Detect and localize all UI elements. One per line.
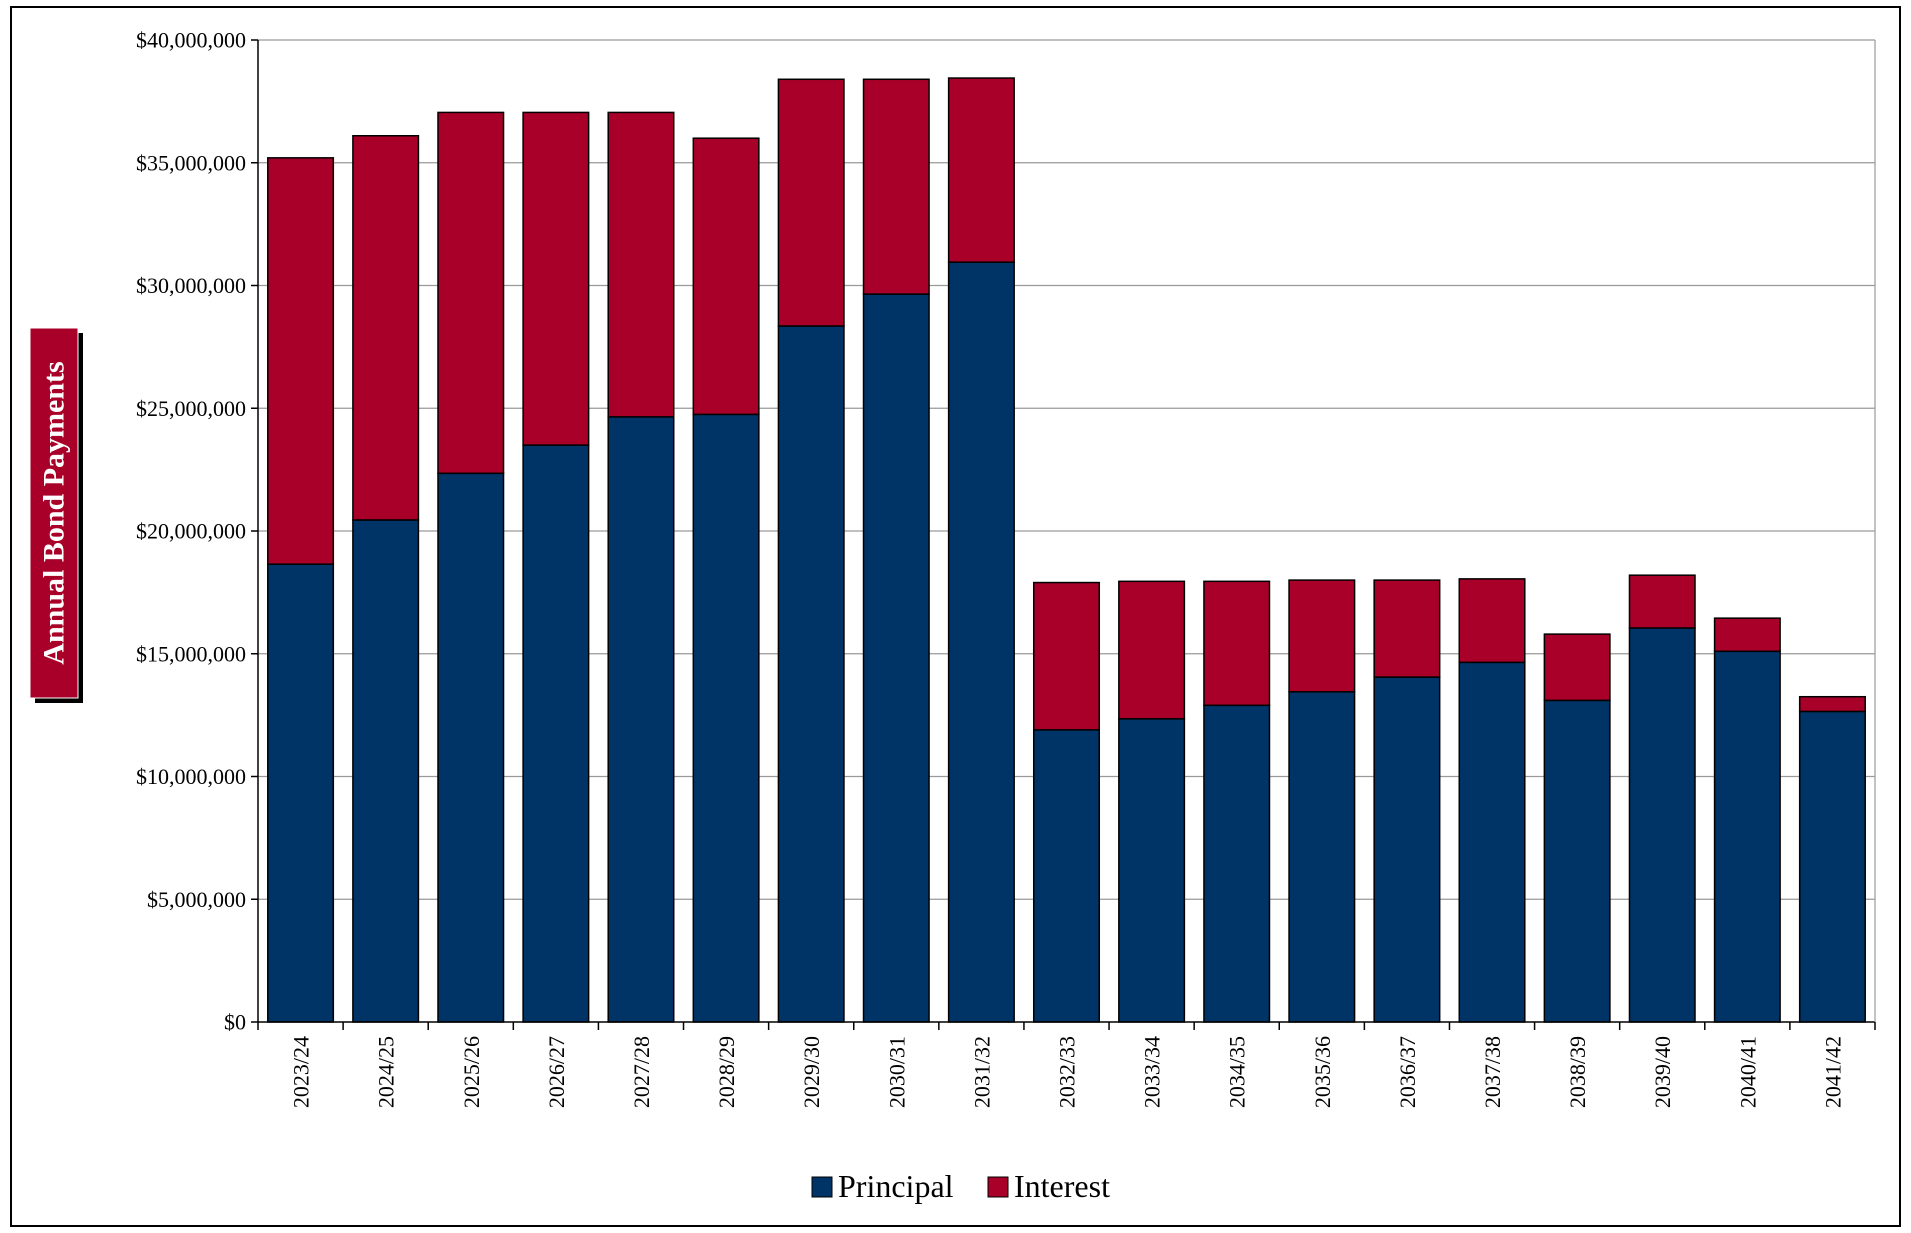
bar-principal bbox=[1798, 710, 1866, 1023]
legend-swatch-interest bbox=[987, 1176, 1009, 1198]
y-tick-label: $15,000,000 bbox=[136, 641, 246, 666]
x-tick-label: 2032/33 bbox=[1055, 1036, 1080, 1108]
bar-principal bbox=[1203, 704, 1271, 1023]
bar-principal bbox=[267, 563, 335, 1023]
axes bbox=[251, 39, 1876, 1030]
bar-interest bbox=[1798, 695, 1866, 713]
bar-principal bbox=[1288, 691, 1356, 1023]
legend-swatch-principal bbox=[811, 1176, 833, 1198]
legend-label-principal: Principal bbox=[838, 1168, 954, 1204]
y-tick-labels: $0 $5,000,000 $10,000,000 $15,000,000 $20,00… bbox=[136, 28, 246, 1035]
y-tick-label: $25,000,000 bbox=[136, 396, 246, 421]
bar-principal bbox=[607, 416, 675, 1023]
bar-interest bbox=[947, 77, 1015, 263]
bar-principal bbox=[1543, 699, 1611, 1023]
x-tick-label: 2031/32 bbox=[969, 1036, 994, 1108]
bar-interest bbox=[267, 157, 335, 565]
legend-label-interest: Interest bbox=[1014, 1168, 1110, 1204]
y-tick-label: $30,000,000 bbox=[136, 273, 246, 298]
y-tick-label: $10,000,000 bbox=[136, 764, 246, 789]
legend: Principal Interest bbox=[811, 1168, 1110, 1204]
bar-interest bbox=[1288, 579, 1356, 693]
bar-interest bbox=[1373, 579, 1441, 678]
bar-interest bbox=[1628, 574, 1696, 629]
bar-principal bbox=[692, 413, 760, 1023]
y-tick-label: $35,000,000 bbox=[136, 150, 246, 175]
y-axis-label-box: Annual Bond Payments bbox=[29, 327, 83, 703]
bar-interest bbox=[692, 137, 760, 416]
bar-interest bbox=[437, 111, 505, 475]
bar-interest bbox=[777, 78, 845, 327]
bar-principal bbox=[1628, 627, 1696, 1023]
y-axis-label-background bbox=[29, 327, 79, 699]
bar-principal bbox=[1458, 661, 1526, 1023]
bar-principal bbox=[1118, 718, 1186, 1023]
x-tick-label: 2039/40 bbox=[1650, 1036, 1675, 1108]
x-tick-labels: 2023/24 2024/25 2025/26 2026/27 2027/28 2028/… bbox=[289, 1036, 1846, 1108]
x-tick-label: 2040/41 bbox=[1735, 1036, 1760, 1108]
x-tick-label: 2036/37 bbox=[1395, 1036, 1420, 1108]
y-tick-label: $0 bbox=[224, 1010, 246, 1035]
x-tick-label: 2028/29 bbox=[714, 1036, 739, 1108]
x-tick-label: 2026/27 bbox=[544, 1036, 569, 1108]
y-tick-label: $40,000,000 bbox=[136, 28, 246, 53]
y-tick-label: $20,000,000 bbox=[136, 519, 246, 544]
x-tick-label: 2025/26 bbox=[459, 1036, 484, 1108]
x-tick-label: 2033/34 bbox=[1140, 1036, 1165, 1108]
bar-principal bbox=[437, 472, 505, 1023]
x-tick-label: 2023/24 bbox=[289, 1036, 314, 1108]
bar-principal bbox=[1373, 676, 1441, 1023]
bar-interest bbox=[1543, 633, 1611, 702]
bar-interest bbox=[522, 111, 590, 446]
bar-interest bbox=[862, 78, 930, 295]
x-tick-label: 2038/39 bbox=[1565, 1036, 1590, 1108]
bar-interest bbox=[352, 134, 420, 521]
bar-interest bbox=[1118, 580, 1186, 720]
x-tick-label: 2030/31 bbox=[884, 1036, 909, 1108]
y-axis-label: Annual Bond Payments bbox=[38, 361, 71, 664]
bar-interest bbox=[1458, 578, 1526, 664]
bar-principal bbox=[862, 293, 930, 1023]
bar-principal bbox=[352, 519, 420, 1023]
bar-interest bbox=[1032, 581, 1101, 731]
bar-principal bbox=[522, 444, 590, 1023]
bar-principal bbox=[1713, 650, 1781, 1023]
bar-interest bbox=[607, 111, 675, 418]
bar-principal bbox=[947, 261, 1015, 1023]
bar-interest bbox=[1713, 617, 1781, 653]
y-tick-label: $5,000,000 bbox=[147, 887, 246, 912]
bar-principal bbox=[1032, 729, 1101, 1023]
bar-principal bbox=[777, 325, 845, 1023]
x-tick-label: 2041/42 bbox=[1820, 1036, 1845, 1108]
x-tick-label: 2024/25 bbox=[374, 1036, 399, 1108]
x-tick-label: 2037/38 bbox=[1480, 1036, 1505, 1108]
x-tick-label: 2027/28 bbox=[629, 1036, 654, 1108]
x-tick-label: 2034/35 bbox=[1225, 1036, 1250, 1108]
bar-interest bbox=[1203, 580, 1271, 707]
x-tick-label: 2029/30 bbox=[799, 1036, 824, 1108]
bars bbox=[267, 77, 1866, 1023]
x-tick-label: 2035/36 bbox=[1310, 1036, 1335, 1108]
